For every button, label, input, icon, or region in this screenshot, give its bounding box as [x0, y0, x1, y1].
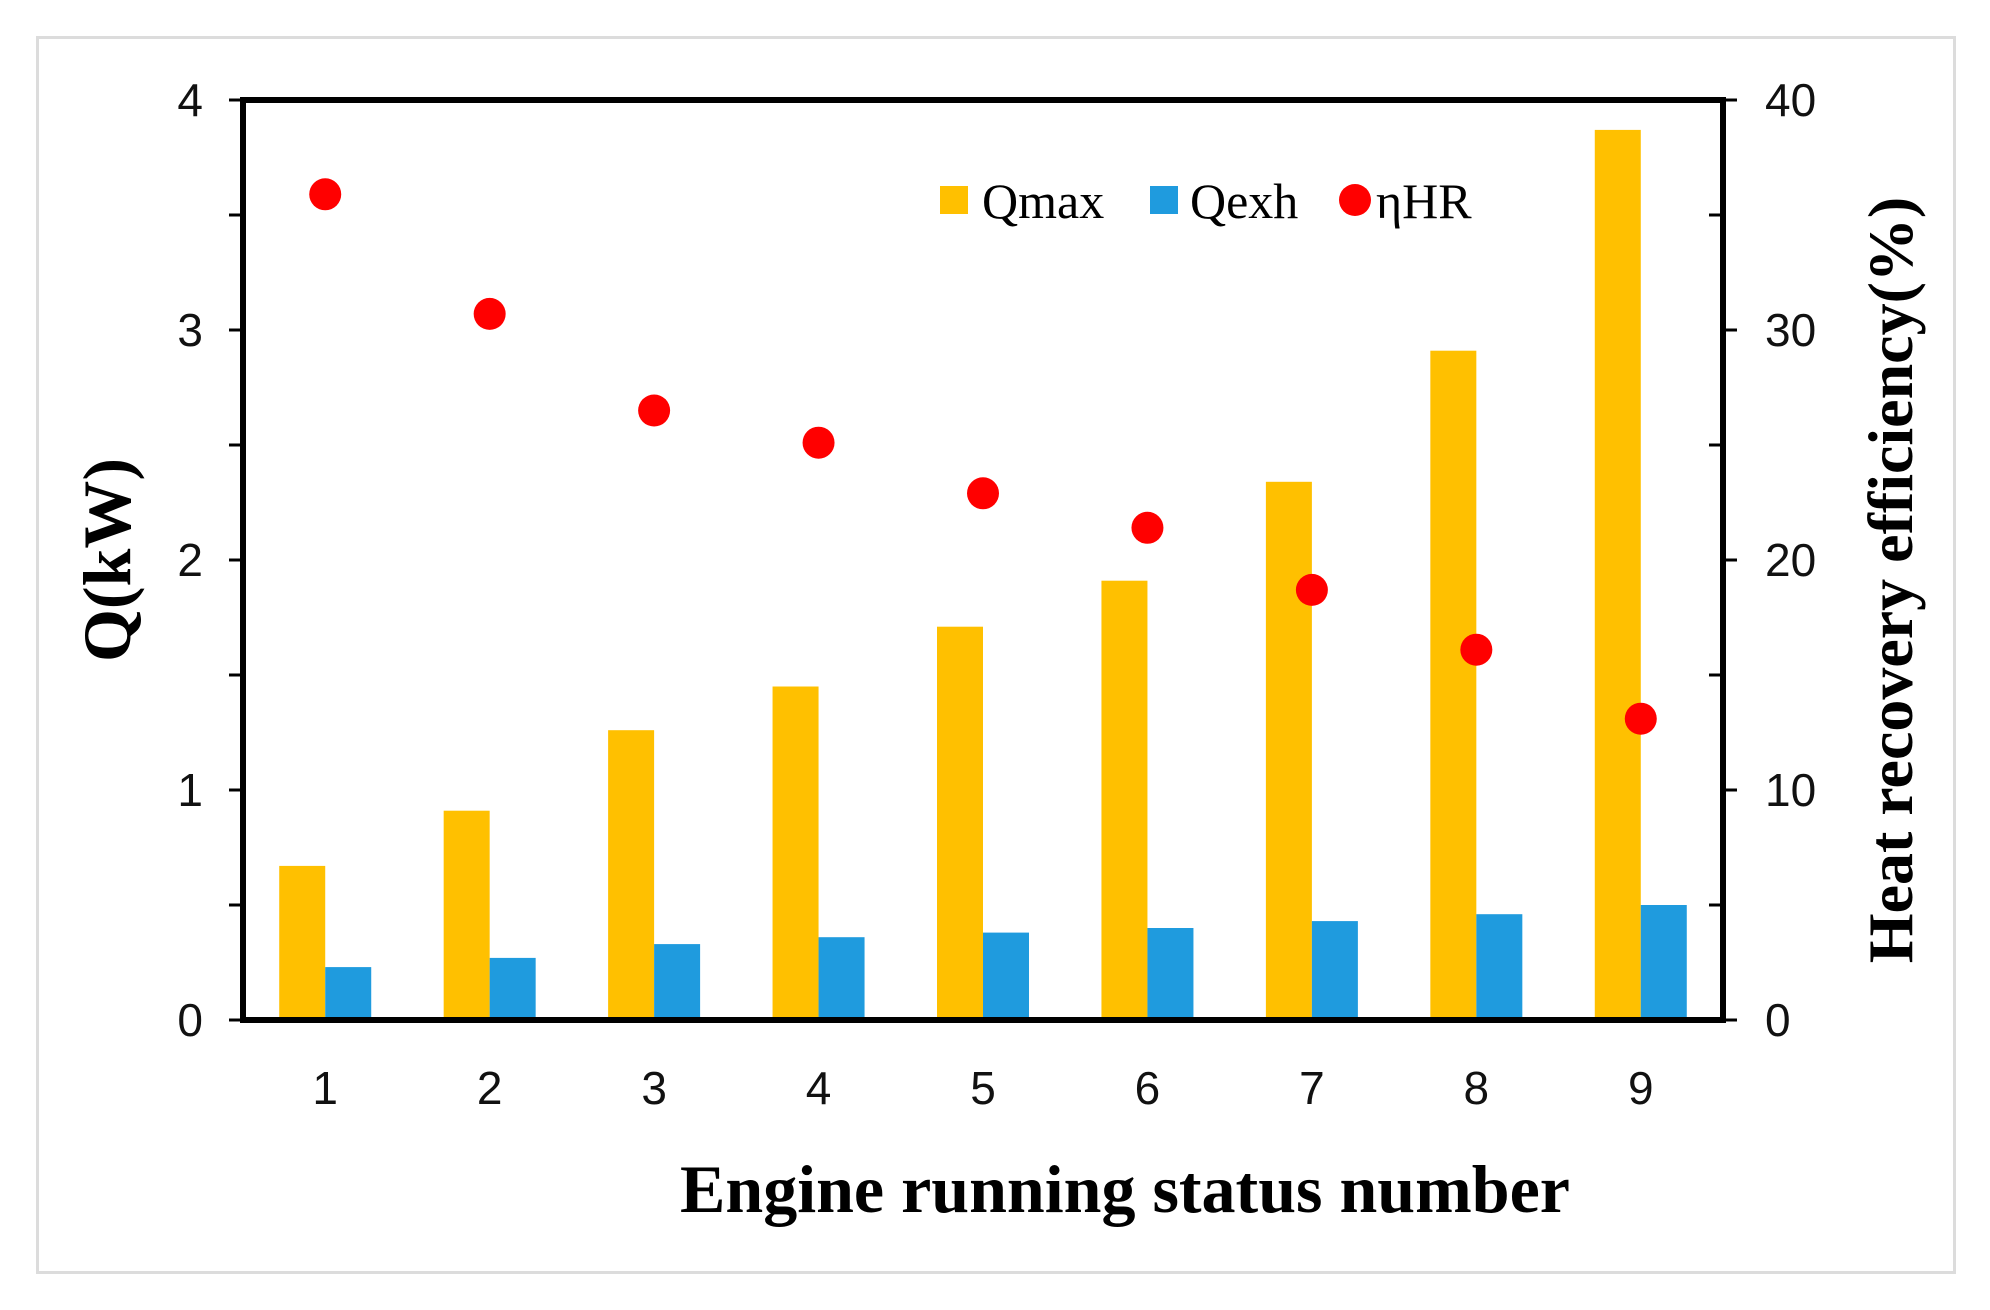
legend-marker-etahr — [1339, 184, 1371, 216]
point-etahr-8 — [1460, 633, 1493, 666]
bars-group — [279, 129, 1687, 1020]
point-etahr-1 — [309, 178, 342, 211]
bar-qexh-6 — [1147, 928, 1194, 1020]
point-etahr-5 — [967, 477, 999, 510]
x-tick-label-8: 8 — [1464, 1062, 1490, 1114]
bar-qmax-1 — [279, 865, 326, 1020]
bar-qexh-4 — [818, 937, 865, 1020]
legend-swatch-qmax — [940, 186, 968, 214]
x-axis-title: Engine running status number — [680, 1151, 1570, 1227]
x-tick-label-1: 1 — [312, 1062, 338, 1114]
x-tick-label-9: 9 — [1628, 1062, 1654, 1114]
right-y-axis: 0 10 20 30 40 — [1709, 74, 1816, 1046]
y2-tick-label-10: 10 — [1765, 764, 1816, 816]
bar-qmax-7 — [1265, 481, 1312, 1020]
bar-qmax-8 — [1430, 350, 1477, 1020]
x-tick-label-7: 7 — [1299, 1062, 1325, 1114]
bar-qexh-9 — [1640, 905, 1687, 1020]
bar-qexh-2 — [489, 957, 536, 1020]
bar-qmax-3 — [608, 730, 655, 1020]
bar-qmax-6 — [1101, 580, 1148, 1020]
y-tick-label-0: 0 — [177, 994, 203, 1046]
y-tick-label-3: 3 — [177, 304, 203, 356]
point-etahr-3 — [638, 394, 671, 427]
y2-tick-label-20: 20 — [1765, 534, 1816, 586]
point-etahr-2 — [473, 297, 506, 330]
legend: Qmax Qexh ηHR — [940, 173, 1472, 229]
bar-qmax-5 — [937, 626, 983, 1020]
x-tick-label-5: 5 — [970, 1062, 996, 1114]
bar-qmax-2 — [443, 810, 490, 1020]
y-tick-label-4: 4 — [177, 74, 203, 126]
legend-label-qexh: Qexh — [1190, 173, 1298, 229]
x-tick-label-3: 3 — [641, 1062, 667, 1114]
points-group — [309, 178, 1657, 735]
y-tick-label-1: 1 — [177, 764, 203, 816]
x-tick-label-4: 4 — [806, 1062, 832, 1114]
point-etahr-4 — [802, 426, 835, 459]
bar-qexh-8 — [1476, 914, 1523, 1020]
x-tick-label-6: 6 — [1135, 1062, 1161, 1114]
y2-tick-label-30: 30 — [1765, 304, 1816, 356]
bar-qexh-5 — [983, 932, 1029, 1020]
legend-swatch-qexh — [1150, 186, 1178, 214]
legend-label-qmax: Qmax — [982, 173, 1104, 229]
point-etahr-6 — [1131, 511, 1164, 544]
bar-qmax-9 — [1594, 129, 1641, 1020]
x-axis: 1 2 3 4 5 6 7 8 9 — [312, 1062, 1653, 1114]
y2-axis-title: Heat recovery efficiency(%) — [1855, 197, 1926, 963]
y-axis-title: Q(kW) — [69, 458, 145, 662]
point-etahr-7 — [1295, 573, 1328, 606]
left-y-axis: 0 1 2 3 4 — [177, 74, 243, 1046]
x-tick-label-2: 2 — [477, 1062, 503, 1114]
y2-tick-label-40: 40 — [1765, 74, 1816, 126]
bar-qexh-3 — [654, 944, 701, 1020]
bar-qexh-1 — [325, 967, 372, 1020]
y2-tick-label-0: 0 — [1765, 994, 1791, 1046]
bar-qmax-4 — [772, 686, 819, 1020]
bar-qexh-7 — [1311, 921, 1358, 1020]
y-tick-label-2: 2 — [177, 534, 203, 586]
legend-label-etahr: ηHR — [1376, 173, 1472, 229]
point-etahr-9 — [1624, 702, 1657, 735]
